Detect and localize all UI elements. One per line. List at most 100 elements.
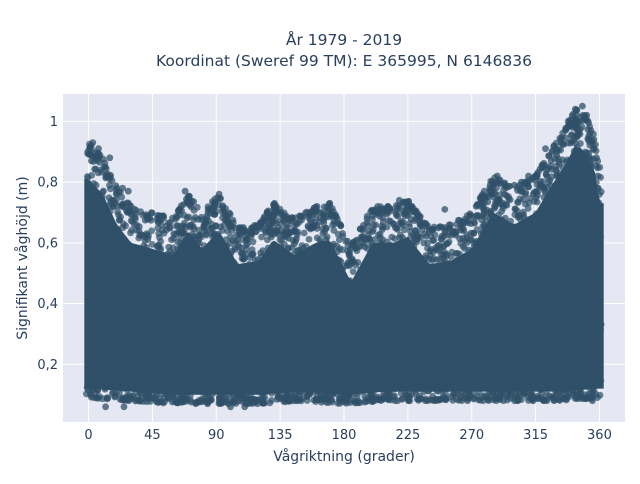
scatter-point <box>159 390 166 398</box>
scatter-point <box>285 230 292 238</box>
scatter-point <box>495 395 503 403</box>
scatter-point <box>293 307 301 315</box>
scatter-point <box>465 307 473 314</box>
scatter-point <box>134 396 142 404</box>
scatter-point <box>481 193 489 201</box>
scatter-point <box>349 268 357 275</box>
chart-title-line1: År 1979 - 2019 <box>286 30 402 49</box>
scatter-point <box>169 214 176 222</box>
scatter-point <box>550 396 558 404</box>
scatter-point <box>357 317 365 324</box>
scatter-point <box>584 135 592 143</box>
scatter-point <box>331 264 339 271</box>
scatter-point <box>460 324 467 332</box>
scatter-point <box>152 389 160 397</box>
scatter-point <box>155 230 163 238</box>
scatter-point <box>510 242 518 250</box>
scatter-point <box>325 396 333 404</box>
scatter-point <box>210 230 218 238</box>
scatter-point <box>394 397 401 405</box>
scatter-point <box>343 295 350 303</box>
scatter-point <box>328 334 336 342</box>
scatter-point <box>383 223 391 231</box>
scatter-point <box>524 350 532 357</box>
scatter-point <box>108 335 115 343</box>
scatter-point <box>466 210 474 218</box>
scatter-point <box>99 309 107 317</box>
scatter-point <box>436 279 443 286</box>
scatter-point <box>370 341 378 349</box>
scatter-point <box>544 206 551 214</box>
scatter-point <box>388 233 396 241</box>
scatter-point <box>596 217 604 225</box>
scatter-point <box>163 333 171 341</box>
scatter-point <box>574 159 582 167</box>
scatter-point <box>234 240 242 248</box>
scatter-point <box>474 212 482 220</box>
scatter-point <box>323 233 331 241</box>
scatter-point-outlier <box>564 117 572 125</box>
scatter-point <box>503 302 511 310</box>
scatter-point <box>329 390 337 398</box>
scatter-point <box>110 326 117 333</box>
scatter-point <box>331 381 339 389</box>
scatter-point <box>158 252 166 260</box>
scatter-point <box>336 399 344 407</box>
scatter-point-outlier <box>557 136 565 144</box>
scatter-point <box>277 350 285 358</box>
scatter-point <box>379 218 387 226</box>
scatter-point <box>296 212 304 220</box>
scatter-point <box>328 350 336 357</box>
scatter-point <box>84 386 92 394</box>
scatter-point <box>467 220 475 228</box>
scatter-point <box>305 235 313 243</box>
scatter-point <box>526 263 534 270</box>
scatter-point <box>447 232 455 239</box>
scatter-point <box>186 223 194 231</box>
scatter-point <box>232 261 240 269</box>
scatter-point <box>369 397 376 405</box>
scatter-point <box>284 216 291 223</box>
scatter-point <box>416 263 424 271</box>
scatter-point <box>592 147 600 155</box>
scatter-point <box>467 320 474 328</box>
scatter-point <box>160 278 168 286</box>
scatter-point <box>433 396 441 404</box>
scatter-point <box>516 187 524 195</box>
scatter-point <box>553 172 560 179</box>
scatter-point <box>538 385 545 393</box>
scatter-point <box>539 396 547 404</box>
scatter-point <box>488 306 495 314</box>
scatter-point-outlier <box>326 199 334 207</box>
scatter-point <box>449 393 456 401</box>
scatter-point-outlier <box>493 172 501 180</box>
scatter-point <box>562 396 570 404</box>
y-tick-label: 0,6 <box>37 236 58 251</box>
scatter-point <box>127 229 134 237</box>
scatter-point <box>136 387 144 395</box>
scatter-point <box>312 398 320 405</box>
scatter-point <box>575 147 583 155</box>
scatter-point <box>295 289 303 297</box>
scatter-point <box>287 383 295 391</box>
scatter-point <box>578 123 586 131</box>
x-axis-ticks: 0 45 90 135 180 225 270 315 360 <box>84 428 611 443</box>
scatter-point <box>296 388 304 396</box>
scatter-point <box>580 394 588 401</box>
scatter-point <box>260 399 267 407</box>
scatter-point <box>245 260 253 268</box>
scatter-point <box>91 319 99 327</box>
scatter-point <box>242 384 249 392</box>
x-tick-label: 225 <box>395 428 420 443</box>
scatter-point <box>320 214 327 222</box>
scatter-point <box>425 387 433 395</box>
scatter-point <box>375 254 383 262</box>
scatter-point <box>501 231 508 238</box>
scatter-point <box>340 370 348 378</box>
scatter-point <box>597 321 605 328</box>
scatter-point <box>183 384 190 392</box>
scatter-point <box>545 392 553 399</box>
scatter-point <box>555 158 563 166</box>
scatter-point <box>489 219 497 227</box>
scatter-point <box>395 301 402 309</box>
